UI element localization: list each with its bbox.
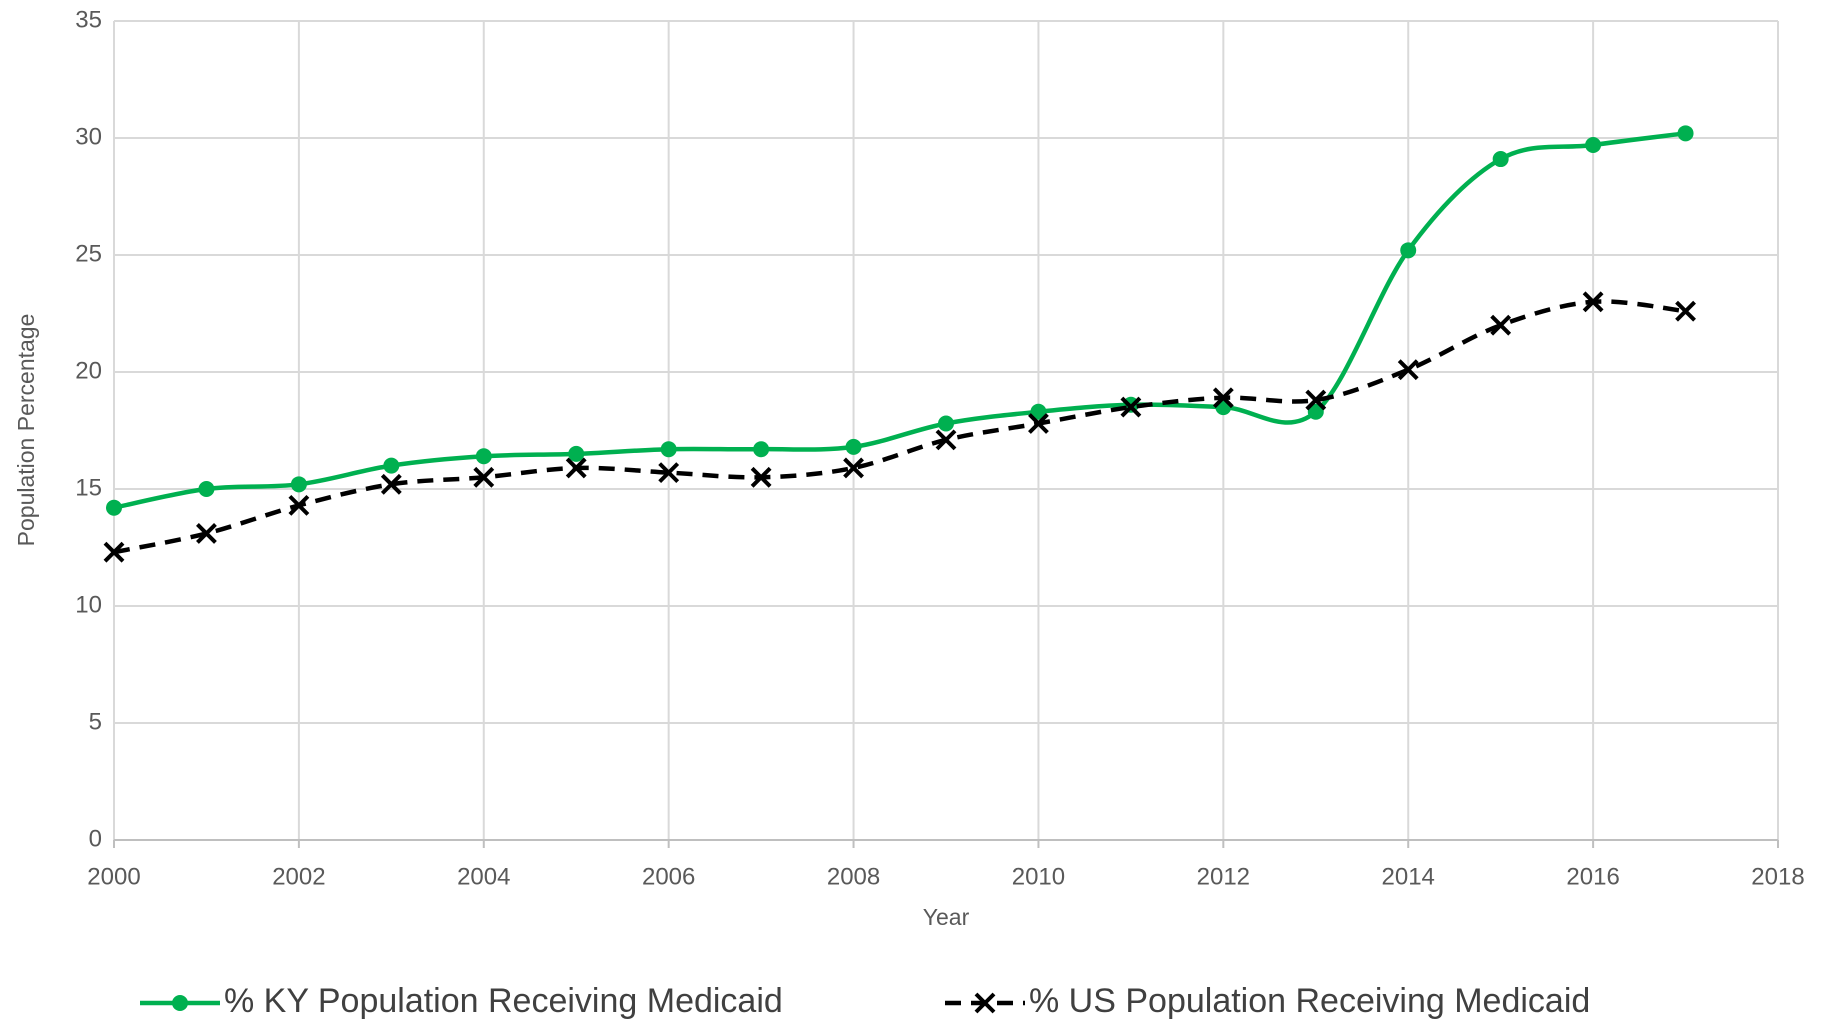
marker	[1120, 396, 1142, 418]
x-tick-label: 2008	[827, 863, 880, 890]
marker	[935, 429, 957, 451]
x-tick-label: 2004	[457, 863, 510, 890]
marker	[1397, 359, 1419, 381]
x-tick-label: 2006	[642, 863, 695, 890]
marker	[750, 466, 772, 488]
y-tick-label: 10	[75, 591, 102, 618]
series-line	[113, 299, 1686, 555]
y-tick-label: 25	[75, 240, 102, 267]
x-tick-label: 2018	[1751, 863, 1804, 890]
marker	[660, 441, 677, 458]
marker	[1305, 389, 1327, 411]
marker	[290, 476, 307, 493]
marker	[843, 457, 864, 479]
marker	[658, 462, 680, 484]
marker	[198, 481, 215, 497]
legend-label: % KY Population Receiving Medicaid	[224, 982, 783, 1020]
legend-label: % US Population Receiving Medicaid	[1029, 982, 1590, 1020]
y-tick-label: 5	[89, 708, 102, 735]
marker	[473, 466, 495, 488]
marker	[1212, 387, 1234, 409]
marker	[568, 445, 585, 462]
y-tick-label: 30	[75, 123, 102, 150]
marker	[1585, 137, 1602, 154]
marker	[1490, 314, 1512, 336]
marker	[1677, 125, 1694, 142]
marker	[1307, 403, 1324, 420]
series-line	[113, 131, 1686, 510]
y-tick-label: 20	[75, 357, 102, 384]
marker	[288, 494, 310, 516]
marker	[938, 415, 954, 432]
marker	[845, 438, 862, 455]
x-tick-label: 2012	[1197, 863, 1250, 890]
legend-marker	[974, 992, 996, 1014]
y-axis-title: Population Percentage	[13, 314, 39, 547]
legend-marker	[172, 995, 188, 1011]
x-axis-title: Year	[923, 904, 970, 930]
marker	[753, 441, 770, 458]
marker	[475, 448, 492, 465]
marker	[1675, 300, 1696, 322]
y-tick-label: 15	[75, 474, 102, 501]
x-tick-label: 2000	[87, 863, 140, 890]
y-tick-label: 35	[75, 6, 102, 33]
marker	[1582, 291, 1604, 313]
marker	[1400, 242, 1417, 259]
x-tick-label: 2010	[1012, 863, 1065, 890]
x-tick-label: 2016	[1566, 863, 1619, 890]
marker	[1030, 403, 1047, 420]
marker	[380, 473, 402, 495]
marker	[196, 523, 217, 544]
marker	[1028, 413, 1049, 434]
marker	[106, 499, 122, 516]
marker	[1492, 151, 1509, 168]
y-tick-label: 0	[89, 825, 102, 852]
marker	[383, 457, 400, 474]
x-tick-label: 2014	[1382, 863, 1435, 890]
marker	[565, 457, 587, 479]
marker	[103, 541, 125, 563]
x-tick-label: 2002	[272, 863, 325, 890]
